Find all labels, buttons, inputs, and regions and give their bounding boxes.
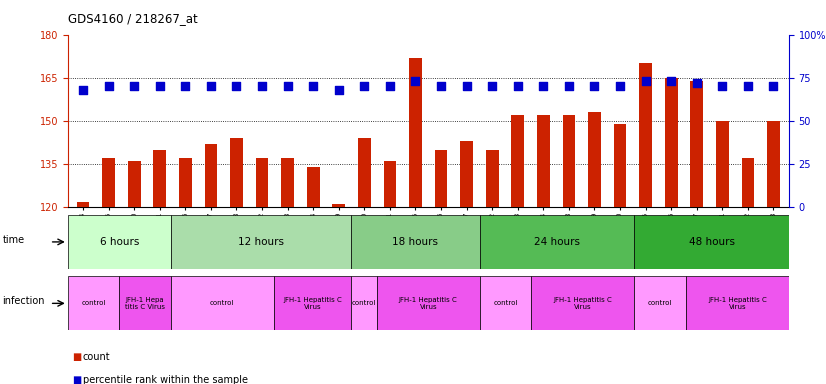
Point (716, 83, 729, 89)
Text: JFH-1 Hepatitis C
Virus: JFH-1 Hepatitis C Virus (708, 297, 767, 310)
Point (409, 78, 422, 84)
Bar (351, 215, 480, 269)
Text: JFH-1 Hepa
titis C Virus: JFH-1 Hepa titis C Virus (125, 297, 165, 310)
Bar (281, 159, 294, 207)
Text: control: control (81, 300, 106, 306)
Point (127, 83, 140, 89)
Text: percentile rank within the sample: percentile rank within the sample (83, 375, 248, 384)
Bar (537, 115, 550, 207)
Point (178, 83, 192, 89)
Bar (460, 141, 473, 207)
Bar (102, 159, 115, 207)
Point (77, 87, 90, 93)
Point (306, 83, 320, 89)
Bar (434, 150, 448, 207)
Bar (716, 121, 729, 207)
Bar (480, 276, 531, 330)
Text: control: control (648, 300, 672, 306)
Bar (171, 215, 351, 269)
Bar (68, 276, 119, 330)
Point (741, 83, 754, 89)
Bar (377, 276, 480, 330)
Text: ■: ■ (72, 375, 81, 384)
Text: 12 hours: 12 hours (238, 237, 284, 247)
Point (460, 83, 473, 89)
Bar (486, 150, 499, 207)
Text: GDS4160 / 218267_at: GDS4160 / 218267_at (68, 12, 197, 25)
Bar (588, 113, 601, 207)
Bar (665, 78, 677, 207)
Bar (691, 81, 703, 207)
Bar (351, 276, 377, 330)
Point (281, 83, 294, 89)
Bar (511, 115, 525, 207)
Bar (531, 276, 634, 330)
Text: control: control (352, 300, 376, 306)
Point (332, 87, 345, 93)
Point (614, 83, 627, 89)
Bar (358, 138, 371, 207)
Text: JFH-1 Hepatitis C
Virus: JFH-1 Hepatitis C Virus (283, 297, 342, 310)
Point (588, 83, 601, 89)
Bar (171, 276, 273, 330)
Point (230, 83, 243, 89)
Bar (383, 161, 396, 207)
Bar (634, 276, 686, 330)
Bar (128, 161, 140, 207)
Text: control: control (210, 300, 235, 306)
Point (153, 83, 166, 89)
Point (691, 80, 704, 86)
Text: control: control (493, 300, 518, 306)
Point (434, 83, 448, 89)
Bar (686, 276, 789, 330)
Point (665, 78, 678, 84)
Point (511, 83, 525, 89)
Text: ■: ■ (72, 352, 81, 362)
Bar (767, 121, 780, 207)
Bar (409, 58, 422, 207)
Bar (256, 159, 268, 207)
Bar (639, 63, 652, 207)
Text: time: time (2, 235, 25, 245)
Text: 48 hours: 48 hours (689, 237, 734, 247)
Bar (77, 202, 89, 207)
Bar (332, 204, 345, 207)
Point (204, 83, 217, 89)
Bar (614, 124, 626, 207)
Bar (154, 150, 166, 207)
Point (383, 83, 396, 89)
Point (639, 78, 653, 84)
Point (767, 83, 780, 89)
Text: 24 hours: 24 hours (534, 237, 580, 247)
Bar (306, 167, 320, 207)
Bar (119, 276, 171, 330)
Point (102, 83, 116, 89)
Bar (205, 144, 217, 207)
Text: 6 hours: 6 hours (100, 237, 139, 247)
Text: 18 hours: 18 hours (392, 237, 439, 247)
Text: JFH-1 Hepatitis C
Virus: JFH-1 Hepatitis C Virus (553, 297, 612, 310)
Point (358, 83, 371, 89)
Text: count: count (83, 352, 110, 362)
Bar (273, 276, 351, 330)
Text: infection: infection (2, 296, 45, 306)
Point (255, 83, 268, 89)
Bar (68, 215, 171, 269)
Bar (230, 138, 243, 207)
Bar (563, 115, 576, 207)
Bar (634, 215, 789, 269)
Point (537, 83, 550, 89)
Bar (742, 159, 754, 207)
Point (563, 83, 576, 89)
Bar (179, 159, 192, 207)
Point (486, 83, 499, 89)
Bar (480, 215, 634, 269)
Text: JFH-1 Hepatitis C
Virus: JFH-1 Hepatitis C Virus (399, 297, 458, 310)
